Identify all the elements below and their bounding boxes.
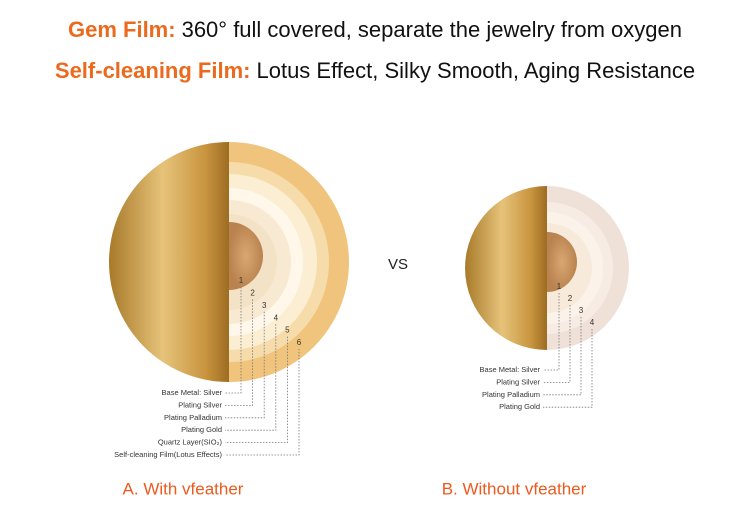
header-label: Self-cleaning Film:	[54, 58, 251, 83]
leader-line	[225, 311, 265, 419]
layer-number: 2	[250, 289, 255, 298]
layer-label: Plating Gold	[181, 425, 222, 434]
core	[547, 232, 577, 292]
layer-number: 6	[297, 338, 302, 347]
core	[229, 222, 263, 290]
header-line: Self-cleaning Film: Lotus Effect, Silky S…	[0, 58, 750, 84]
layer-label: Plating Silver	[178, 400, 222, 409]
layer-number: 3	[579, 306, 584, 315]
layer-number: 4	[590, 318, 595, 327]
leader-line	[543, 329, 593, 408]
leader-line	[225, 299, 253, 406]
layer-label: Quartz Layer(SIO₂)	[158, 438, 223, 447]
layer-label: Self-cleaning Film(Lotus Effects)	[114, 450, 222, 459]
header-line: Gem Film: 360° full covered, separate the…	[0, 17, 750, 43]
layer-number: 1	[557, 282, 562, 291]
leader-line	[543, 293, 560, 371]
layer-number: 4	[274, 313, 279, 322]
header-label: Gem Film:	[68, 17, 176, 42]
layer-number: 5	[285, 326, 290, 335]
leader-line	[225, 349, 300, 456]
layer-number: 2	[568, 294, 573, 303]
layer-label: Plating Gold	[499, 402, 540, 411]
leader-line	[543, 317, 582, 396]
layer-number: 1	[239, 276, 244, 285]
header-text: 360° full covered, separate the jewelry …	[181, 17, 682, 42]
caption: B. Without vfeather	[442, 479, 587, 498]
layer-label: Plating Palladium	[482, 390, 540, 399]
layer-label: Base Metal: Silver	[480, 365, 541, 374]
gold-half	[465, 186, 547, 350]
leader-line	[225, 336, 288, 443]
leader-line	[225, 287, 242, 394]
caption: A. With vfeather	[123, 479, 244, 498]
vs-label: VS	[388, 256, 408, 273]
layer-label: Plating Silver	[496, 377, 540, 386]
leader-line	[225, 324, 277, 431]
layer-label: Plating Palladium	[164, 413, 222, 422]
gold-half	[109, 142, 229, 382]
header-text: Lotus Effect, Silky Smooth, Aging Resist…	[256, 58, 696, 83]
layer-number: 3	[262, 301, 267, 310]
layer-label: Base Metal: Silver	[162, 388, 223, 397]
